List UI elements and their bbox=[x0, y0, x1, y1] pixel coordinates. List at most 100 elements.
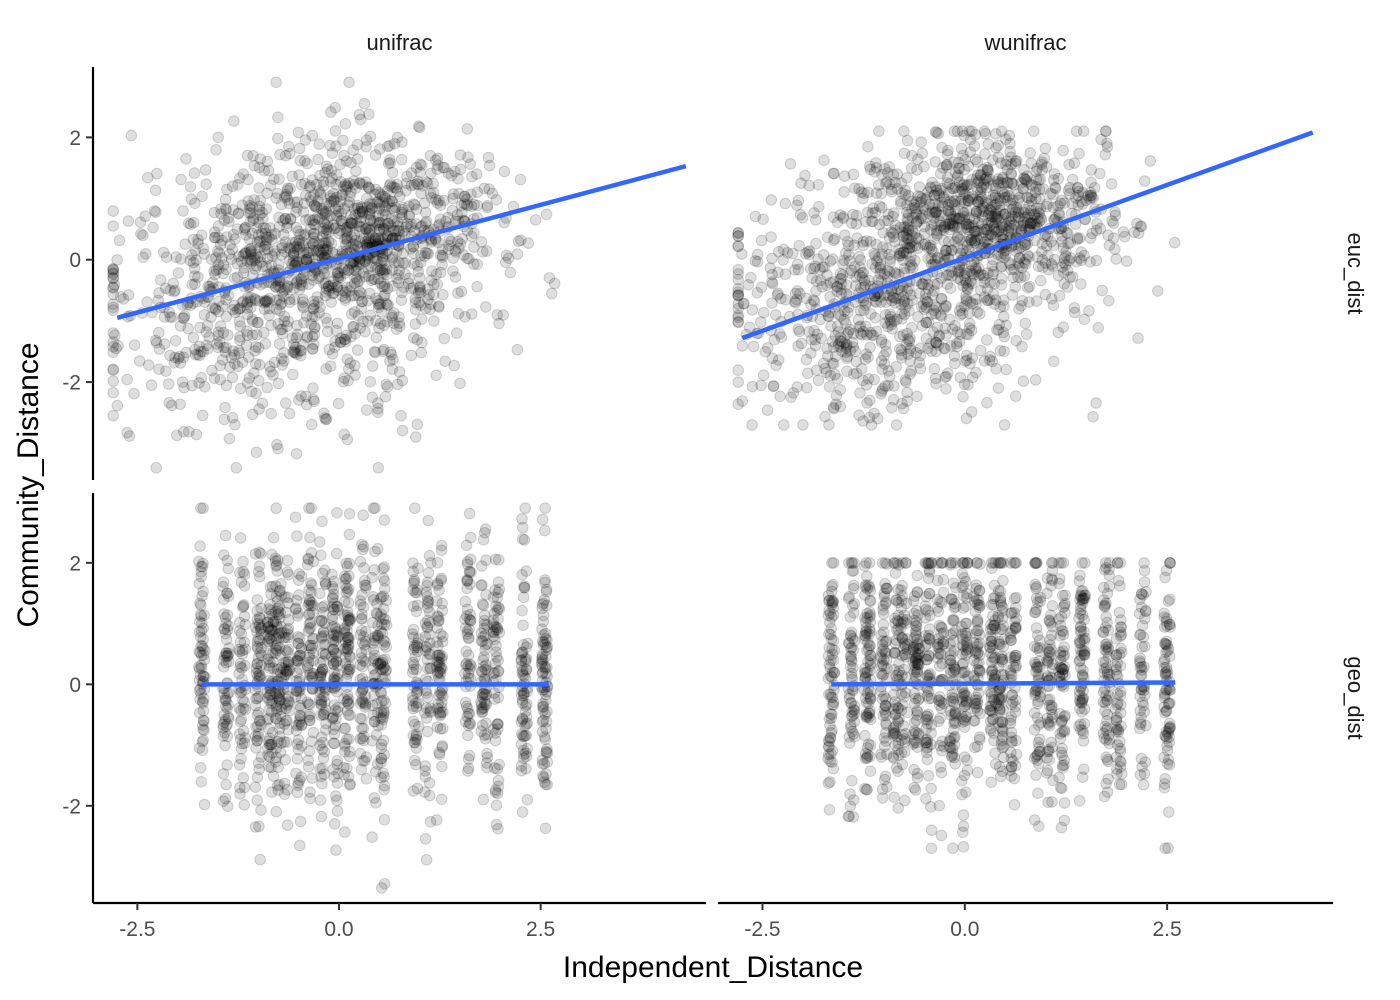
scatter-point bbox=[396, 286, 408, 299]
scatter-point bbox=[225, 351, 238, 364]
scatter-point bbox=[389, 201, 402, 214]
scatter-point bbox=[168, 357, 180, 369]
scatter-point bbox=[810, 364, 823, 377]
scatter-point bbox=[281, 554, 294, 567]
scatter-point bbox=[364, 130, 377, 143]
scatter-point bbox=[430, 193, 442, 206]
scatter-point bbox=[254, 153, 267, 165]
scatter-point bbox=[317, 175, 330, 188]
scatter-point bbox=[289, 347, 302, 359]
scatter-point bbox=[121, 373, 133, 386]
scatter-point bbox=[349, 239, 362, 251]
scatter-point bbox=[408, 754, 421, 767]
scatter-point bbox=[223, 432, 236, 445]
scatter-point bbox=[932, 187, 945, 200]
scatter-point bbox=[491, 309, 504, 321]
scatter-point bbox=[877, 618, 890, 631]
scatter-point bbox=[355, 201, 368, 213]
scatter-point bbox=[293, 774, 306, 787]
scatter-point bbox=[248, 254, 261, 266]
scatter-point bbox=[479, 696, 491, 708]
scatter-point bbox=[844, 800, 857, 812]
scatter-point bbox=[340, 232, 353, 245]
scatter-point bbox=[107, 288, 119, 301]
scatter-point bbox=[208, 206, 221, 219]
scatter-point bbox=[480, 301, 492, 313]
scatter-point bbox=[378, 783, 390, 796]
scatter-point bbox=[452, 287, 464, 300]
scatter-point bbox=[350, 165, 362, 177]
scatter-point bbox=[442, 243, 455, 255]
scatter-point bbox=[257, 212, 269, 225]
scatter-point bbox=[266, 229, 278, 241]
scatter-point bbox=[483, 159, 496, 172]
scatter-point bbox=[216, 300, 229, 312]
scatter-point bbox=[153, 363, 165, 376]
scatter-point bbox=[395, 153, 408, 166]
scatter-point bbox=[198, 381, 211, 393]
scatter-point bbox=[351, 199, 364, 212]
scatter-point bbox=[339, 292, 352, 304]
scatter-point bbox=[888, 207, 900, 219]
scatter-point bbox=[353, 108, 366, 121]
scatter-point bbox=[1061, 281, 1074, 293]
scatter-point bbox=[384, 346, 397, 359]
scatter-point bbox=[293, 142, 306, 155]
scatter-point bbox=[218, 413, 231, 426]
scatter-point bbox=[1132, 332, 1144, 345]
scatter-point bbox=[1058, 256, 1070, 269]
scatter-point bbox=[279, 213, 292, 225]
scatter-point bbox=[217, 326, 230, 339]
scatter-point bbox=[540, 641, 553, 654]
scatter-point bbox=[197, 714, 210, 727]
scatter-point bbox=[214, 336, 226, 349]
scatter-point bbox=[443, 233, 456, 245]
scatter-point bbox=[228, 272, 241, 285]
scatter-point bbox=[320, 363, 332, 375]
scatter-point bbox=[363, 198, 376, 210]
scatter-point bbox=[174, 398, 186, 411]
scatter-point bbox=[415, 287, 427, 299]
scatter-point bbox=[107, 409, 119, 422]
scatter-point bbox=[422, 293, 434, 306]
scatter-point bbox=[274, 298, 287, 311]
scatter-point bbox=[278, 788, 291, 801]
scatter-point bbox=[515, 234, 527, 246]
scatter-point bbox=[272, 280, 285, 292]
scatter-point bbox=[974, 308, 986, 320]
scatter-point bbox=[321, 317, 334, 329]
scatter-point bbox=[481, 201, 494, 214]
scatter-point bbox=[370, 261, 382, 274]
scatter-point bbox=[492, 586, 505, 599]
scatter-point bbox=[490, 194, 503, 206]
scatter-point bbox=[303, 710, 315, 723]
scatter-point bbox=[260, 238, 272, 251]
scatter-point bbox=[297, 301, 310, 314]
scatter-point bbox=[962, 195, 974, 207]
scatter-point bbox=[1107, 232, 1120, 244]
scatter-point bbox=[869, 261, 882, 274]
scatter-point bbox=[299, 155, 311, 167]
scatter-point bbox=[260, 295, 272, 308]
scatter-point bbox=[340, 155, 353, 167]
scatter-point bbox=[888, 231, 900, 243]
scatter-point bbox=[932, 251, 944, 264]
scatter-point bbox=[282, 622, 295, 635]
scatter-point bbox=[895, 177, 908, 189]
scatter-point bbox=[307, 343, 319, 355]
scatter-point bbox=[320, 197, 333, 210]
panel-unifrac-euc_dist bbox=[107, 76, 561, 474]
scatter-point bbox=[366, 360, 379, 372]
scatter-point bbox=[300, 310, 313, 322]
scatter-point bbox=[458, 249, 470, 261]
scatter-point bbox=[262, 723, 275, 735]
scatter-point bbox=[107, 304, 119, 316]
scatter-point bbox=[1001, 194, 1014, 207]
scatter-point bbox=[408, 736, 421, 749]
scatter-point bbox=[365, 202, 378, 214]
scatter-point bbox=[957, 390, 969, 403]
scatter-point bbox=[898, 295, 911, 307]
scatter-point bbox=[307, 654, 319, 667]
scatter-point bbox=[410, 687, 423, 699]
scatter-point bbox=[177, 205, 189, 217]
